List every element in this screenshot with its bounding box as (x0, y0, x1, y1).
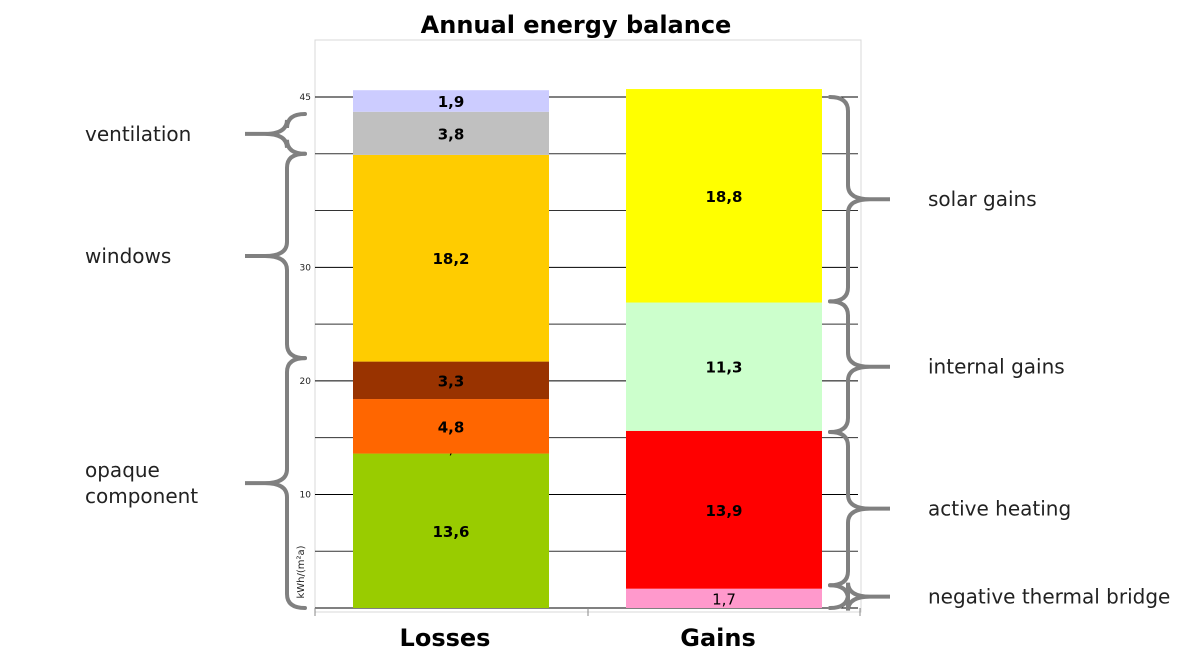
y-tick-label: 30 (300, 263, 312, 273)
data-label: 18,2 (432, 250, 469, 268)
brace-shape (264, 151, 307, 361)
bars: 13,60,04,83,318,23,81,91,713,911,318,8 (353, 89, 822, 608)
group-label: internal gains (928, 355, 1065, 379)
data-label: 11,3 (705, 359, 742, 377)
group-label: ventilation (85, 122, 191, 146)
bar-segment (626, 89, 822, 303)
data-label: 1,7 (712, 590, 736, 608)
brace-ventilation: ventilation (85, 112, 307, 156)
data-label: 4,8 (438, 418, 465, 436)
bar-segment (353, 361, 549, 400)
brace-active-heating: active heating (828, 429, 1071, 588)
bar-segment (626, 588, 822, 608)
data-label: 3,3 (438, 372, 465, 390)
bar-stack-gains: 1,7 13,9 11,3 18,8 (626, 89, 822, 608)
data-label: 18,8 (705, 188, 742, 206)
y-tick-label: 20 (300, 377, 312, 387)
brace-windows: windows (85, 151, 307, 361)
y-tick-label: 45 (300, 93, 311, 103)
data-label: 1,9 (438, 93, 465, 111)
brace-negative-thermal-bridge: negative thermal bridge (828, 582, 1170, 611)
group-label: component (85, 484, 198, 508)
y-axis-unit-label: kWh/(m²a) (296, 545, 307, 598)
bar-segment (353, 453, 549, 608)
brace-solar-gains: solar gains (828, 95, 1037, 304)
data-label: 13,6 (432, 523, 469, 541)
group-label: windows (85, 244, 171, 268)
category-label: Losses (400, 624, 491, 652)
category-labels: Losses Gains (314, 608, 861, 652)
bar-segment (353, 90, 549, 112)
bar-segment (353, 154, 549, 362)
y-axis-ticks: 10 20 30 45 (300, 93, 312, 500)
brace-internal-gains: internal gains (828, 299, 1065, 434)
bar-segment (353, 111, 549, 155)
chart-title: Annual energy balance (421, 11, 732, 39)
y-tick-label: 10 (300, 490, 312, 500)
group-label: negative thermal bridge (928, 585, 1170, 609)
bar-segment (353, 399, 549, 454)
category-label: Gains (680, 624, 756, 652)
bar-stack-losses: 13,60,04,83,318,23,81,9 (353, 90, 549, 608)
data-label: 3,8 (438, 125, 465, 143)
bar-segment (626, 430, 822, 589)
group-label: active heating (928, 497, 1071, 521)
brace-shape (264, 112, 307, 156)
bar-segment (626, 302, 822, 431)
group-label: solar gains (928, 187, 1037, 211)
data-label: 13,9 (705, 502, 742, 520)
group-label: opaque (85, 458, 160, 482)
